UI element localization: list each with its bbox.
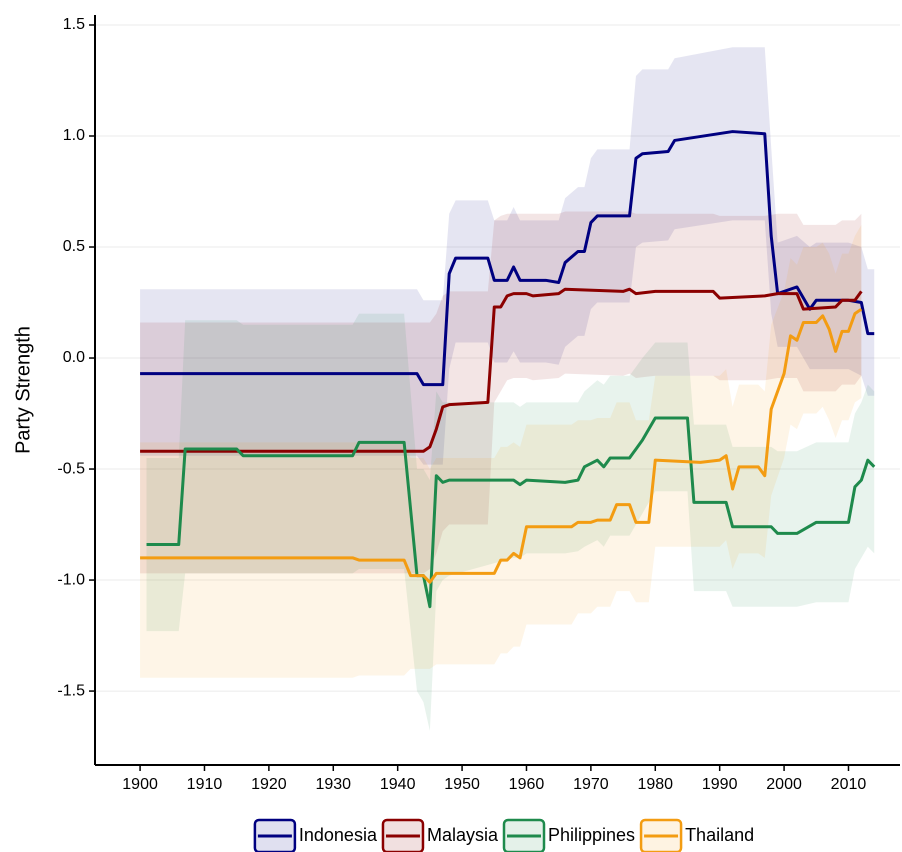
legend-item: Malaysia [381,818,499,852]
legend-label: Philippines [548,825,635,845]
legend-label: Thailand [685,825,754,845]
x-tick-label: 1960 [509,776,545,793]
y-tick-label: 1.0 [63,127,85,144]
legend-item: Thailand [639,818,754,852]
x-tick-label: 1940 [380,776,416,793]
x-tick-label: 1970 [573,776,609,793]
legend-item: Philippines [502,818,635,852]
confidence-band [140,47,875,465]
confidence-band [146,313,875,732]
x-tick-label: 1950 [444,776,480,793]
line [140,130,875,387]
confidence-band [140,211,862,574]
y-tick-label: 0.5 [63,238,85,255]
line [140,287,863,453]
y-tick-label: -1.0 [57,571,85,588]
x-tick-label: 2010 [831,776,867,793]
legend-label: Indonesia [299,825,378,845]
x-tick-label: 1920 [251,776,287,793]
line [146,416,876,609]
legend-label: Malaysia [427,825,499,845]
x-tick-label: 1900 [122,776,158,793]
y-tick-label: 0.0 [63,349,85,366]
x-tick-label: 2000 [766,776,802,793]
legend-item: Indonesia [253,818,378,852]
x-tick-label: 1910 [187,776,223,793]
line [140,307,863,584]
y-tick-label: -1.5 [57,682,85,699]
x-tick-label: 1980 [637,776,673,793]
x-tick-label: 1930 [315,776,351,793]
x-tick-label: 1990 [702,776,738,793]
y-tick-label: 1.5 [63,16,85,33]
y-tick-label: -0.5 [57,460,85,477]
y-axis-label: Party Strength [12,326,34,454]
confidence-band [140,224,862,678]
